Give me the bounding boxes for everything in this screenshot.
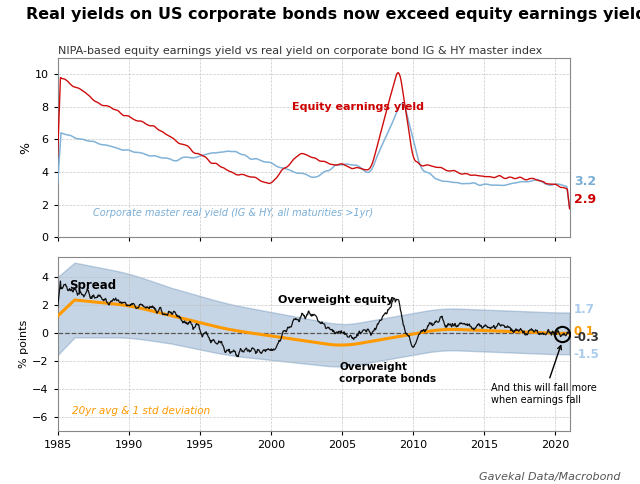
Text: Spread: Spread xyxy=(69,279,116,291)
Y-axis label: %: % xyxy=(19,142,32,153)
Text: 2.9: 2.9 xyxy=(574,193,596,206)
Text: Overweight equity: Overweight equity xyxy=(278,295,394,304)
Text: 3.2: 3.2 xyxy=(574,175,596,188)
Text: 20yr avg & 1 std deviation: 20yr avg & 1 std deviation xyxy=(72,406,210,416)
Text: 0.1: 0.1 xyxy=(574,325,595,338)
Text: And this will fall more
when earnings fall: And this will fall more when earnings fa… xyxy=(492,346,597,405)
Text: Gavekal Data/Macrobond: Gavekal Data/Macrobond xyxy=(479,471,621,482)
Y-axis label: % points: % points xyxy=(19,319,29,368)
Text: -1.5: -1.5 xyxy=(574,348,600,361)
Text: 1.7: 1.7 xyxy=(574,303,595,316)
Text: -0.3: -0.3 xyxy=(574,331,600,344)
Text: Real yields on US corporate bonds now exceed equity earnings yields: Real yields on US corporate bonds now ex… xyxy=(26,7,640,22)
Text: NIPA-based equity earnings yield vs real yield on corporate bond IG & HY master : NIPA-based equity earnings yield vs real… xyxy=(58,46,542,56)
Text: Equity earnings yield: Equity earnings yield xyxy=(292,102,424,112)
Text: Overweight
corporate bonds: Overweight corporate bonds xyxy=(339,363,436,384)
Text: Corporate master real yield (IG & HY, all maturities >1yr): Corporate master real yield (IG & HY, al… xyxy=(93,208,373,218)
